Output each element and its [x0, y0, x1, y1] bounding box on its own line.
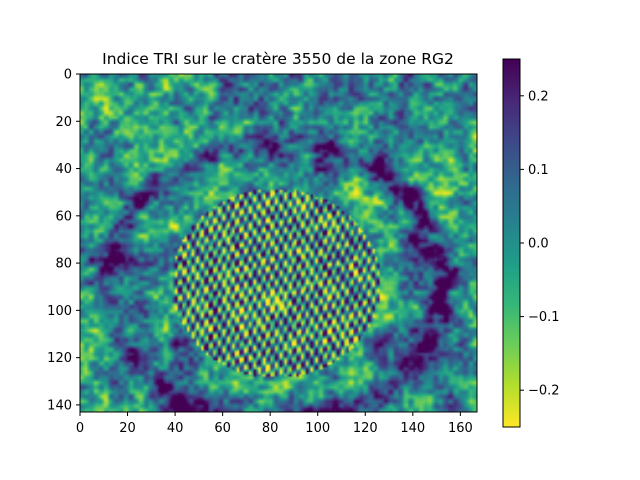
- x-tick-label: 20: [119, 421, 136, 436]
- y-tick-label: 60: [55, 209, 72, 224]
- colorbar-tick-label: −0.1: [528, 310, 560, 325]
- colorbar-ticks: 0.2 0.1 0.0 −0.1 −0.2: [520, 89, 560, 399]
- y-tick-label: 0: [64, 68, 72, 83]
- colorbar-tick-label: −0.2: [528, 384, 560, 399]
- colorbar-tick-label: 0.2: [528, 89, 549, 104]
- y-tick-label: 40: [55, 162, 72, 177]
- x-tick-label: 160: [448, 421, 473, 436]
- y-tick-label: 120: [47, 351, 72, 366]
- y-tick-label: 100: [47, 304, 72, 319]
- x-tick-label: 0: [76, 421, 84, 436]
- colorbar-tick-label: 0.1: [528, 163, 549, 178]
- colorbar: 0.2 0.1 0.0 −0.1 −0.2: [502, 58, 560, 428]
- colorbar-tick-label: 0.0: [528, 237, 549, 252]
- y-tick-label: 140: [47, 398, 72, 413]
- x-tick-label: 100: [305, 421, 330, 436]
- y-tick-label: 80: [55, 257, 72, 272]
- x-tick-label: 140: [400, 421, 425, 436]
- y-tick-label: 20: [55, 115, 72, 130]
- chart-title: Indice TRI sur le cratère 3550 de la zon…: [102, 50, 454, 68]
- colorbar-gradient: [503, 59, 520, 427]
- y-axis: 0 20 40 60 80 100 120 140: [47, 68, 80, 413]
- x-tick-label: 120: [353, 421, 378, 436]
- heatmap-image: [80, 74, 477, 412]
- heatmap-plot-area: [79, 73, 478, 413]
- x-tick-label: 40: [167, 421, 184, 436]
- x-tick-label: 80: [262, 421, 279, 436]
- x-tick-label: 60: [214, 421, 231, 436]
- x-axis: 0 20 40 60 80 100 120 140 160: [76, 412, 473, 436]
- plot-frame: [79, 73, 478, 413]
